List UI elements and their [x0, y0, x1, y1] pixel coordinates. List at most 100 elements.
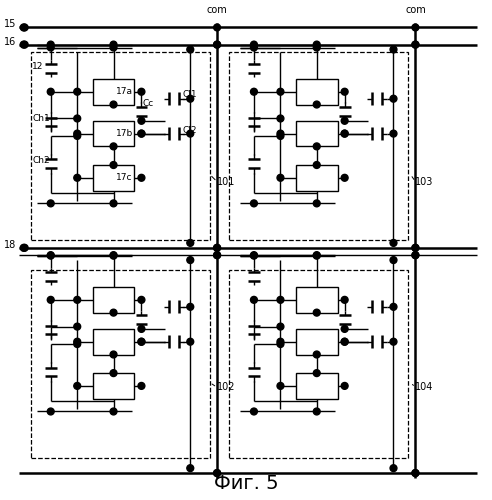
- Bar: [296, 373, 338, 398]
- Circle shape: [110, 162, 117, 168]
- Circle shape: [313, 162, 320, 168]
- Circle shape: [412, 470, 419, 476]
- Circle shape: [250, 252, 257, 258]
- Circle shape: [313, 408, 320, 415]
- Text: 15: 15: [4, 18, 16, 28]
- Text: com: com: [207, 5, 227, 15]
- Text: 17b: 17b: [116, 129, 133, 138]
- Circle shape: [138, 296, 145, 304]
- Circle shape: [313, 41, 320, 48]
- Bar: [31, 52, 210, 240]
- Circle shape: [138, 338, 145, 345]
- Circle shape: [341, 296, 348, 304]
- Bar: [92, 287, 134, 312]
- Circle shape: [390, 240, 397, 246]
- Circle shape: [277, 130, 284, 137]
- Circle shape: [412, 244, 419, 251]
- Circle shape: [187, 240, 194, 246]
- Circle shape: [47, 296, 54, 304]
- Bar: [296, 329, 338, 354]
- Circle shape: [214, 41, 220, 48]
- Circle shape: [74, 174, 81, 181]
- Bar: [92, 329, 134, 354]
- Circle shape: [390, 96, 397, 102]
- Circle shape: [214, 252, 220, 258]
- Text: 102: 102: [217, 382, 236, 392]
- Text: Фиг. 5: Фиг. 5: [214, 474, 279, 492]
- Circle shape: [390, 130, 397, 137]
- Circle shape: [313, 309, 320, 316]
- Text: 12: 12: [32, 62, 43, 70]
- Circle shape: [313, 44, 320, 51]
- Circle shape: [341, 118, 348, 124]
- Circle shape: [390, 304, 397, 310]
- Circle shape: [277, 382, 284, 390]
- Circle shape: [214, 470, 220, 476]
- Circle shape: [250, 44, 257, 51]
- Circle shape: [110, 41, 117, 48]
- Circle shape: [341, 338, 348, 345]
- Circle shape: [74, 88, 81, 95]
- Text: 18: 18: [4, 240, 16, 250]
- Circle shape: [250, 200, 257, 207]
- Circle shape: [110, 101, 117, 108]
- Circle shape: [187, 130, 194, 137]
- Text: 17a: 17a: [116, 87, 133, 96]
- Circle shape: [138, 338, 145, 345]
- Circle shape: [313, 143, 320, 150]
- Bar: [92, 165, 134, 190]
- Circle shape: [47, 200, 54, 207]
- Circle shape: [313, 252, 320, 259]
- Circle shape: [74, 132, 81, 140]
- Circle shape: [138, 88, 145, 95]
- Bar: [92, 373, 134, 398]
- Circle shape: [110, 351, 117, 358]
- Circle shape: [214, 252, 220, 258]
- Circle shape: [187, 464, 194, 471]
- Circle shape: [138, 326, 145, 332]
- Circle shape: [74, 130, 81, 137]
- Circle shape: [74, 338, 81, 345]
- Bar: [229, 52, 408, 240]
- Circle shape: [20, 244, 27, 251]
- Circle shape: [187, 338, 194, 345]
- Text: Ch1: Ch1: [32, 114, 50, 122]
- Circle shape: [250, 408, 257, 415]
- Circle shape: [277, 296, 284, 304]
- Circle shape: [47, 41, 54, 48]
- Circle shape: [214, 41, 220, 48]
- Circle shape: [214, 470, 220, 476]
- Circle shape: [390, 464, 397, 471]
- Circle shape: [412, 244, 419, 251]
- Circle shape: [412, 252, 419, 258]
- Text: Cc: Cc: [142, 99, 154, 108]
- Circle shape: [390, 256, 397, 264]
- Circle shape: [74, 115, 81, 122]
- Text: 103: 103: [415, 176, 434, 186]
- Circle shape: [214, 244, 220, 251]
- Circle shape: [110, 252, 117, 258]
- Circle shape: [277, 338, 284, 345]
- Bar: [92, 121, 134, 146]
- Circle shape: [412, 41, 419, 48]
- Circle shape: [277, 174, 284, 181]
- Circle shape: [341, 88, 348, 95]
- Circle shape: [390, 338, 397, 345]
- Circle shape: [110, 143, 117, 150]
- Circle shape: [341, 338, 348, 345]
- Circle shape: [412, 24, 419, 31]
- Bar: [296, 165, 338, 190]
- Circle shape: [138, 130, 145, 137]
- Circle shape: [110, 370, 117, 376]
- Circle shape: [341, 130, 348, 137]
- Circle shape: [138, 174, 145, 181]
- Bar: [92, 79, 134, 104]
- Circle shape: [187, 96, 194, 102]
- Circle shape: [47, 88, 54, 95]
- Text: Cl2: Cl2: [183, 126, 197, 135]
- Circle shape: [21, 244, 28, 251]
- Circle shape: [47, 252, 54, 258]
- Circle shape: [110, 408, 117, 415]
- Circle shape: [250, 88, 257, 95]
- Circle shape: [412, 41, 419, 48]
